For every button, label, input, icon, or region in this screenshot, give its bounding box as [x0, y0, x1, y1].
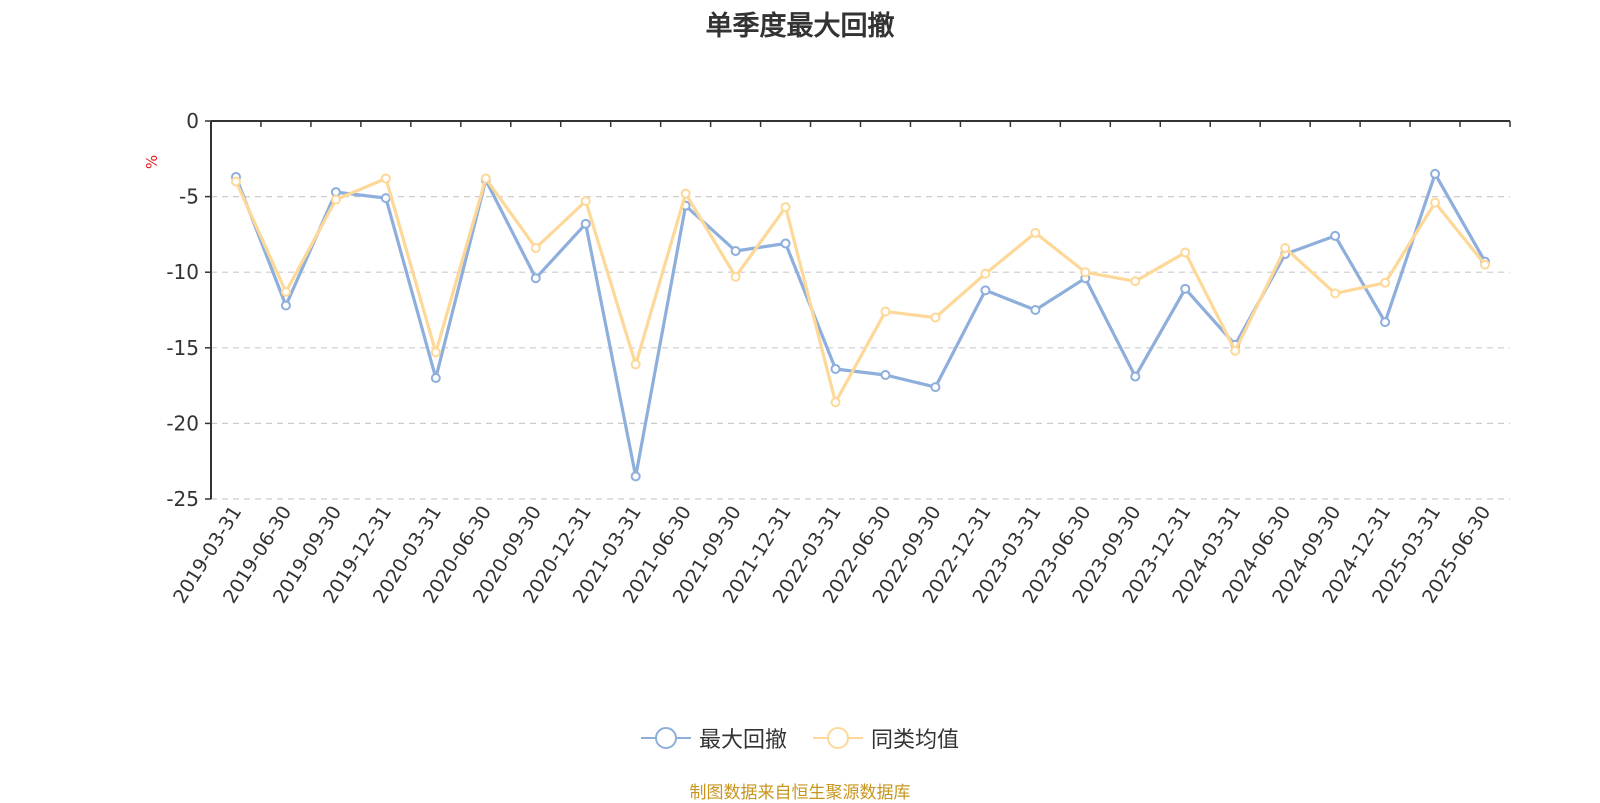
data-point[interactable] — [780, 202, 791, 213]
data-point[interactable] — [280, 300, 291, 311]
data-point[interactable] — [1130, 371, 1141, 382]
data-point[interactable] — [480, 173, 491, 184]
data-point[interactable] — [530, 273, 541, 284]
data-point[interactable] — [580, 218, 591, 229]
data-point[interactable] — [230, 176, 241, 187]
legend-item-peer-average[interactable]: 同类均值 — [813, 722, 959, 754]
series-1 — [230, 173, 1491, 408]
y-tick-label: -15 — [166, 336, 199, 360]
data-point[interactable] — [1080, 267, 1091, 278]
data-point[interactable] — [880, 370, 891, 381]
data-point[interactable] — [430, 373, 441, 384]
data-point[interactable] — [1380, 317, 1391, 328]
data-point[interactable] — [830, 363, 841, 374]
data-point[interactable] — [1180, 283, 1191, 294]
series-0 — [230, 168, 1491, 482]
data-point[interactable] — [430, 347, 441, 358]
data-point[interactable] — [530, 243, 541, 254]
data-point[interactable] — [780, 238, 791, 249]
data-point[interactable] — [830, 397, 841, 408]
grid-lines — [211, 196, 1510, 500]
y-tick-label: -10 — [166, 260, 199, 284]
data-point[interactable] — [630, 471, 641, 482]
y-tick-label: -25 — [166, 487, 199, 511]
data-point[interactable] — [1030, 227, 1041, 238]
series-lines — [230, 168, 1491, 482]
data-point[interactable] — [1180, 247, 1191, 258]
data-point[interactable] — [580, 196, 591, 207]
data-point[interactable] — [730, 271, 741, 282]
series-line — [234, 176, 1487, 404]
chart-title: 单季度最大回撤 — [705, 11, 895, 42]
data-point[interactable] — [930, 382, 941, 393]
data-point[interactable] — [380, 173, 391, 184]
legend-label-drawdown: 最大回撤 — [698, 728, 787, 753]
data-point[interactable] — [1330, 230, 1341, 241]
y-tick-label: 0 — [186, 109, 199, 133]
data-point[interactable] — [980, 285, 991, 296]
legend: 最大回撤 同类均值 — [0, 722, 1600, 754]
data-point[interactable] — [1480, 259, 1491, 270]
data-point[interactable] — [1030, 305, 1041, 315]
data-point[interactable] — [880, 306, 891, 317]
data-point[interactable] — [980, 268, 991, 279]
data-point[interactable] — [680, 188, 691, 199]
legend-swatch-drawdown-icon — [640, 727, 691, 749]
data-point[interactable] — [380, 193, 391, 204]
data-point[interactable] — [730, 246, 741, 257]
data-point[interactable] — [1430, 168, 1441, 179]
data-point[interactable] — [330, 194, 341, 205]
legend-swatch-peer-average-icon — [813, 727, 863, 749]
legend-label-peer-average: 同类均值 — [871, 728, 960, 753]
data-point[interactable] — [1330, 288, 1341, 299]
data-point[interactable] — [1280, 243, 1291, 254]
data-point[interactable] — [280, 286, 291, 297]
data-point[interactable] — [1130, 276, 1141, 287]
data-source-note: 制图数据来自恒生聚源数据库 — [689, 783, 911, 803]
y-tick-label: -20 — [166, 411, 199, 435]
series-line — [234, 172, 1487, 478]
y-axis-unit-label: % — [143, 155, 161, 169]
y-tick-label: -5 — [179, 185, 199, 209]
data-point[interactable] — [1230, 345, 1241, 356]
data-point[interactable] — [1430, 197, 1441, 208]
data-point[interactable] — [1380, 277, 1391, 288]
data-point[interactable] — [630, 359, 641, 370]
data-point[interactable] — [930, 312, 941, 323]
axes: 0-5-10-15-20-252019-03-312019-06-302019-… — [166, 109, 1511, 607]
legend-item-drawdown[interactable]: 最大回撤 — [640, 722, 787, 754]
